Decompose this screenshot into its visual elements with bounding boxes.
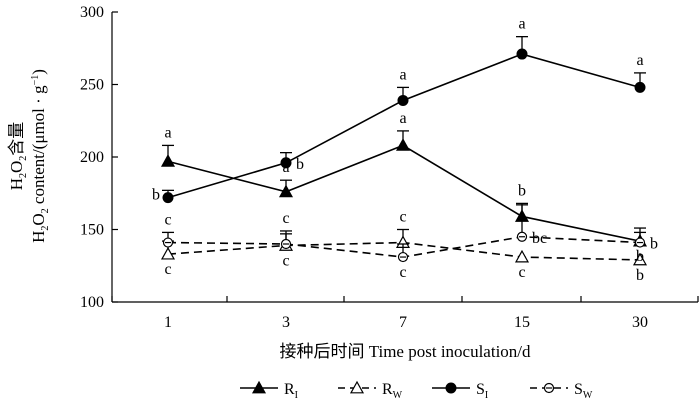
data-point-SI <box>634 81 646 93</box>
significance-letter: b <box>636 267 644 284</box>
significance-letter: b <box>518 182 526 199</box>
legend-label: RI <box>284 381 298 401</box>
significance-letter: a <box>164 124 171 141</box>
ylabel-line1-pre: H <box>7 178 26 190</box>
x-tick-label: 1 <box>164 314 172 331</box>
significance-letter: c <box>518 264 525 281</box>
data-point-SW <box>397 251 409 263</box>
x-ticks: 1 3 7 15 30 <box>111 296 699 331</box>
data-point-SI <box>516 48 528 60</box>
legend-label-main: R <box>382 381 393 398</box>
y-ticks: 100 150 200 250 300 <box>80 4 118 311</box>
svg-text:H2O2 content/(μmol · g−1): H2O2 content/(μmol · g−1) <box>29 69 51 243</box>
significance-letter: c <box>282 252 289 269</box>
data-point-SI <box>280 157 292 169</box>
data-point-RW <box>514 249 530 263</box>
x-tick-label: 7 <box>399 314 407 331</box>
significance-letter: c <box>399 209 406 226</box>
data-point-RW <box>160 246 176 260</box>
y-tick-label: 250 <box>80 77 104 94</box>
significance-letter: a <box>282 159 289 176</box>
legend-item-SI: SI <box>432 381 488 401</box>
data-point-RI <box>395 138 411 151</box>
ylabel-line2-post: content/(μmol · g <box>29 85 48 208</box>
x-tick-label: 3 <box>282 314 290 331</box>
significance-letter: a <box>636 52 643 69</box>
ylabel-line2-end: ) <box>29 69 48 75</box>
ylabel-line2-sup: −1 <box>30 75 41 86</box>
y-tick-label: 300 <box>80 4 104 21</box>
legend-label-sub: I <box>485 390 488 401</box>
series-RI <box>160 130 648 247</box>
legend-label: SW <box>574 381 593 401</box>
significance-letter: b <box>296 156 304 173</box>
x-tick-label: 30 <box>632 314 648 331</box>
legend-label: RW <box>382 381 403 401</box>
legend-label-sub: W <box>583 390 593 401</box>
ylabel-line2-sub2: 2 <box>40 208 51 213</box>
data-point-RW <box>632 252 648 266</box>
legend-marker-SI <box>445 382 457 394</box>
significance-letter: c <box>399 264 406 281</box>
data-point-SW <box>280 238 292 250</box>
ylabel-line2-pre: H <box>29 231 48 243</box>
legend-marker-SW <box>543 382 555 394</box>
significance-letter: a <box>399 110 406 127</box>
y-tick-label: 150 <box>80 222 104 239</box>
x-axis-title: 接种后时间 Time post inoculation/d <box>279 342 531 361</box>
significance-letter: c <box>164 211 171 228</box>
ylabel-line1-sub2: 2 <box>18 156 29 161</box>
y-tick-label: 200 <box>80 149 104 166</box>
ylabel-line1-mid: O <box>7 161 26 173</box>
legend-item-RI: RI <box>240 380 298 401</box>
ylabel-line2-sub1: 2 <box>40 226 51 231</box>
legend-label: SI <box>476 381 488 401</box>
significance-letter: b <box>636 248 644 265</box>
legend-label-main: R <box>284 381 295 398</box>
svg-text:H2O2含量: H2O2含量 <box>7 122 29 191</box>
legend: RI RW SI SW <box>240 380 593 401</box>
series-SW <box>162 204 646 263</box>
series-layer <box>160 36 648 266</box>
y-tick-label: 100 <box>80 294 104 311</box>
significance-letter: a <box>518 16 525 33</box>
significance-letter: b <box>650 236 658 253</box>
data-point-SW <box>162 237 174 248</box>
legend-item-RW: RW <box>338 380 403 401</box>
ylabel-line2-mid: O <box>29 213 48 225</box>
significance-letter: b <box>152 187 160 204</box>
legend-label-main: S <box>574 381 583 398</box>
data-point-SW <box>516 231 528 242</box>
ylabel-line1-post: 含量 <box>7 122 26 156</box>
significance-letter: c <box>282 210 289 227</box>
series-SI <box>162 36 646 204</box>
legend-label-sub: I <box>295 390 298 401</box>
ylabel-line1-sub1: 2 <box>18 173 29 178</box>
y-axis-title: H2O2含量 H2O2 content/(μmol · g−1) <box>7 69 51 243</box>
legend-marker-RW <box>349 380 365 394</box>
legend-label-main: S <box>476 381 485 398</box>
data-point-SW <box>634 237 646 248</box>
significance-letter: bc <box>532 230 547 247</box>
legend-item-SW: SW <box>530 381 593 401</box>
data-point-RI <box>278 184 294 198</box>
data-point-SI <box>162 192 174 204</box>
data-point-RI <box>160 154 176 167</box>
legend-marker-RI <box>251 380 267 394</box>
data-point-SI <box>397 94 409 106</box>
significance-letter: c <box>164 261 171 278</box>
x-tick-label: 15 <box>514 314 530 331</box>
series-line-RI <box>167 144 641 242</box>
significance-letter: a <box>399 66 406 83</box>
legend-label-sub: W <box>393 390 403 401</box>
